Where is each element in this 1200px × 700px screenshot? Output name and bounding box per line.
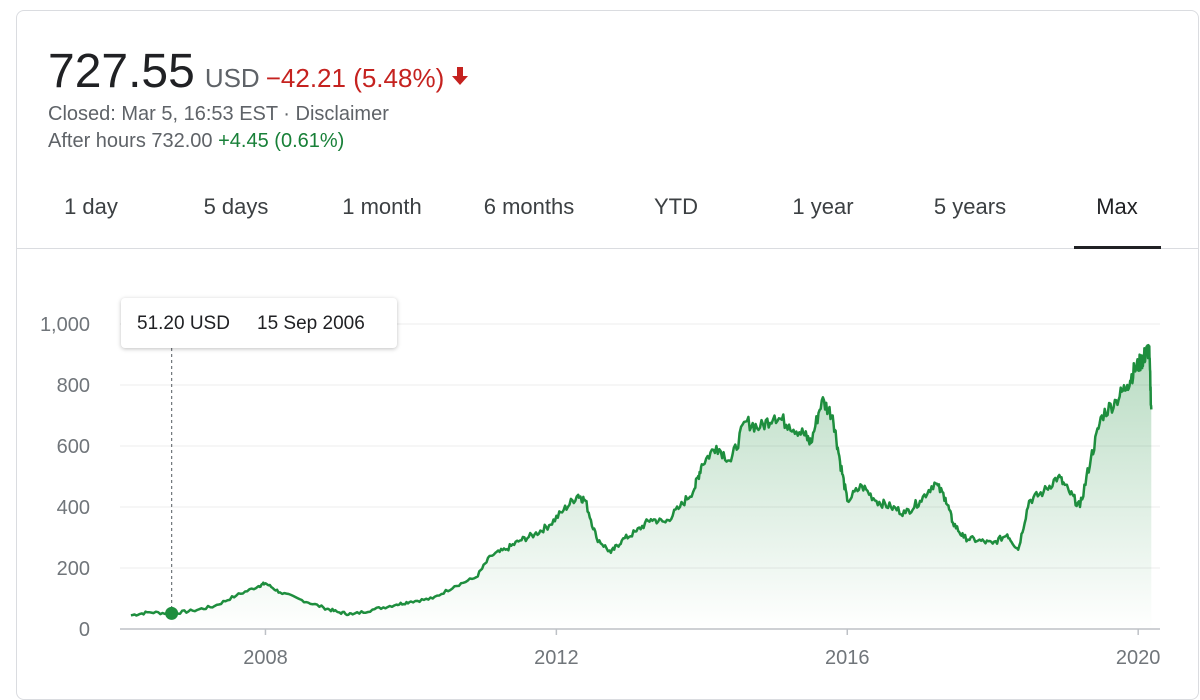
x-tick-label: 2020 (1116, 647, 1161, 669)
separator-dot: · (277, 103, 296, 125)
active-tab-indicator (1074, 246, 1161, 249)
disclaimer-link[interactable]: Disclaimer (295, 103, 389, 125)
currency-label: USD (204, 63, 260, 93)
tooltip-date: 15 Sep 2006 (257, 313, 365, 334)
y-tick-label: 600 (57, 436, 90, 458)
tab-max[interactable]: Max (1096, 194, 1138, 219)
time-range-tabs: 1 day 5 days 1 month 6 months YTD 1 year… (17, 180, 1199, 249)
price-tooltip: 51.20 USD 15 Sep 2006 (121, 298, 397, 348)
current-price: 727.55 (48, 45, 195, 98)
arrow-down-icon (450, 65, 470, 92)
x-tick-label: 2008 (243, 647, 288, 669)
y-tick-label: 0 (79, 619, 90, 641)
tab-5-years[interactable]: 5 years (933, 194, 1007, 219)
hover-point (165, 606, 179, 620)
price-change: −42.21 (5.48%) (265, 63, 445, 93)
tab-ytd[interactable]: YTD (654, 194, 698, 219)
tab-1-year[interactable]: 1 year (792, 194, 854, 219)
closed-info: Closed: Mar 5, 16:53 EST · Disclaimer (48, 103, 389, 126)
after-hours-price: After hours 732.00 (48, 130, 213, 152)
tooltip-value: 51.20 USD (137, 313, 230, 334)
after-hours-change: +4.45 (0.61%) (218, 130, 345, 152)
y-tick-label: 800 (57, 375, 90, 397)
price-row: 727.55 USD −42.21 (5.48%) (48, 44, 470, 99)
price-area (171, 345, 1152, 629)
tab-6-months[interactable]: 6 months (483, 194, 575, 219)
x-tick-label: 2016 (825, 647, 870, 669)
x-tick-label: 2012 (534, 647, 579, 669)
y-tick-label: 400 (57, 497, 90, 519)
y-tick-label: 200 (57, 558, 90, 580)
price-line (130, 343, 1153, 617)
y-tick-label: 1,000 (40, 314, 90, 336)
after-hours-info: After hours 732.00 +4.45 (0.61%) (48, 130, 344, 153)
closed-time: Closed: Mar 5, 16:53 EST (48, 103, 278, 125)
tab-1-day[interactable]: 1 day (64, 194, 118, 219)
tab-5-days[interactable]: 5 days (203, 194, 269, 219)
tab-1-month[interactable]: 1 month (342, 194, 422, 219)
